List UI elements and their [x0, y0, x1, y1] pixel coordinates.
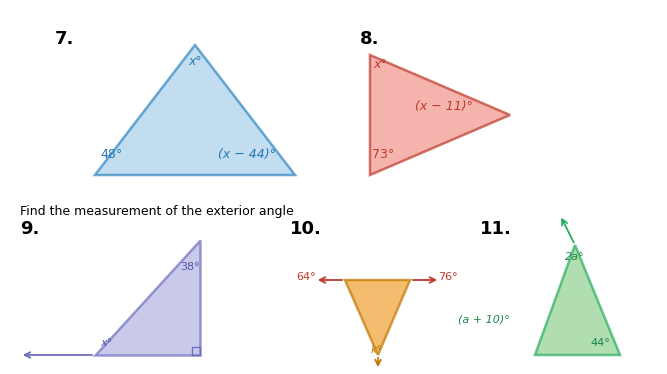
- Polygon shape: [370, 55, 510, 175]
- Text: 44°: 44°: [590, 338, 610, 348]
- Polygon shape: [95, 45, 295, 175]
- Text: (x − 44)°: (x − 44)°: [218, 148, 276, 161]
- Text: x°: x°: [188, 55, 201, 68]
- Text: (a + 10)°: (a + 10)°: [458, 315, 510, 325]
- Bar: [192, 347, 200, 355]
- Text: k°: k°: [371, 345, 383, 355]
- Text: 9.: 9.: [20, 220, 39, 238]
- Text: 11.: 11.: [480, 220, 512, 238]
- Text: x°: x°: [100, 338, 112, 348]
- Text: x°: x°: [373, 58, 387, 71]
- Text: 2a°: 2a°: [565, 252, 584, 262]
- Text: 64°: 64°: [296, 272, 315, 282]
- Polygon shape: [95, 240, 200, 355]
- Polygon shape: [535, 245, 620, 355]
- Text: 76°: 76°: [438, 272, 458, 282]
- Text: (x − 11)°: (x − 11)°: [415, 100, 473, 113]
- Text: Find the measurement of the exterior angle: Find the measurement of the exterior ang…: [20, 205, 293, 218]
- Polygon shape: [345, 280, 410, 355]
- Text: 73°: 73°: [372, 148, 394, 161]
- Text: 8.: 8.: [360, 30, 380, 48]
- Text: 38°: 38°: [180, 262, 199, 272]
- Text: 10.: 10.: [290, 220, 322, 238]
- Text: 7.: 7.: [55, 30, 75, 48]
- Text: 48°: 48°: [100, 148, 122, 161]
